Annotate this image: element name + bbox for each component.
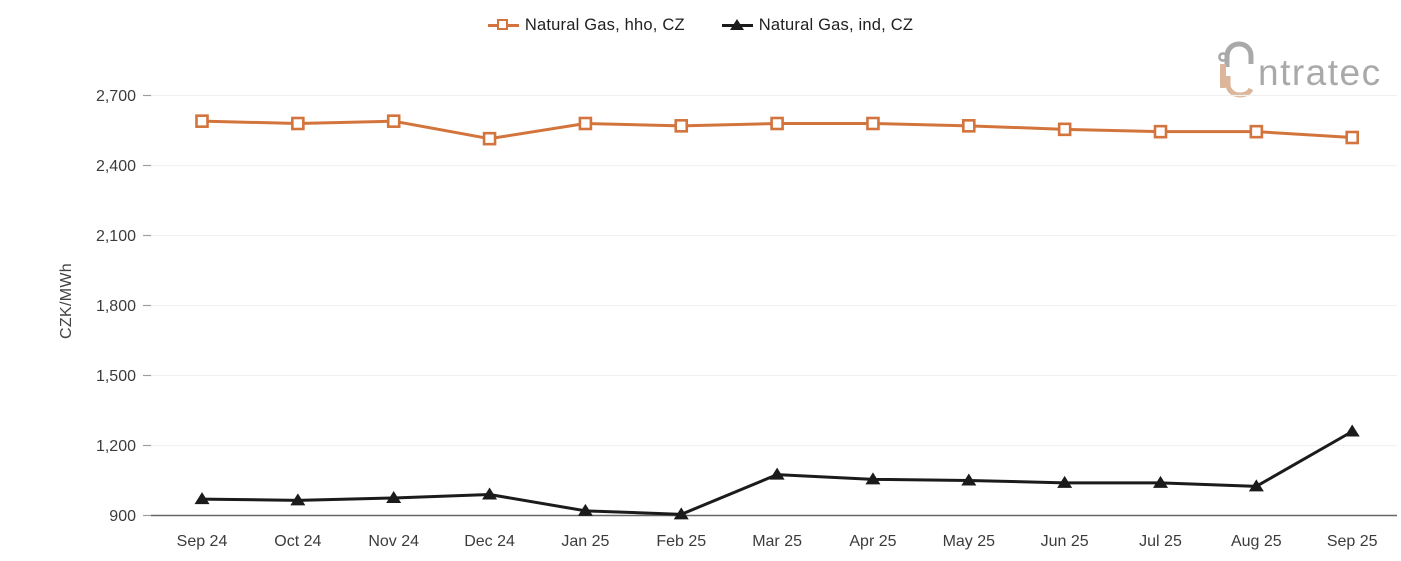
data-point-filled-triangle <box>1057 475 1073 488</box>
y-tick-label: 1,200 <box>96 438 136 455</box>
y-tick-label: 2,400 <box>96 158 136 175</box>
x-tick-label: Apr 25 <box>849 533 896 550</box>
x-tick-label: Jul 25 <box>1139 533 1182 550</box>
y-tick-label: 2,100 <box>96 228 136 245</box>
data-point-hollow-square <box>482 131 497 146</box>
filled-triangle-marker-icon <box>721 18 753 33</box>
data-point-hollow-square <box>1345 130 1359 145</box>
data-point-hollow-square <box>1249 124 1264 139</box>
x-tick-label: Jun 25 <box>1041 533 1089 550</box>
y-tick-label: 2,700 <box>96 88 136 105</box>
data-point-filled-triangle <box>194 492 210 505</box>
data-point-filled-triangle <box>1153 475 1168 488</box>
data-point-filled-triangle <box>1248 479 1264 492</box>
x-tick-label: Feb 25 <box>656 533 706 550</box>
data-point-filled-triangle <box>482 487 498 500</box>
x-tick-label: Dec 24 <box>464 533 515 550</box>
x-tick-label: Aug 25 <box>1231 533 1282 550</box>
y-tick-label: 1,800 <box>96 298 136 315</box>
data-point-hollow-square <box>386 114 401 128</box>
data-point-hollow-square <box>1153 124 1168 139</box>
data-point-hollow-square <box>770 116 784 131</box>
legend-label-ind: Natural Gas, ind, CZ <box>758 16 914 34</box>
data-point-filled-triangle <box>1344 424 1360 437</box>
data-point-hollow-square <box>961 119 976 133</box>
data-point-filled-triangle <box>961 473 977 486</box>
legend-item-natural-gas-hho[interactable]: Natural Gas, hho, CZ <box>487 16 685 35</box>
legend-label-hho: Natural Gas, hho, CZ <box>524 16 685 34</box>
x-tick-label: Sep 25 <box>1327 533 1378 550</box>
y-tick-label: 900 <box>109 508 136 525</box>
x-tick-label: Jan 25 <box>561 533 609 550</box>
data-point-filled-triangle <box>769 467 785 480</box>
data-point-filled-triangle <box>386 491 402 503</box>
y-tick-label: 1,500 <box>96 368 136 385</box>
chart-legend: Natural Gas, hho, CZ Natural Gas, ind, C… <box>0 16 1401 35</box>
legend-item-natural-gas-ind[interactable]: Natural Gas, ind, CZ <box>721 16 914 35</box>
x-tick-label: Sep 24 <box>177 533 228 550</box>
data-point-hollow-square <box>291 116 305 131</box>
data-point-filled-triangle <box>673 507 689 520</box>
logo-wordmark: ntratec <box>1258 52 1382 93</box>
data-point-hollow-square <box>866 116 880 131</box>
x-tick-label: May 25 <box>943 533 996 550</box>
data-point-hollow-square <box>674 119 689 133</box>
data-point-filled-triangle <box>865 472 881 485</box>
data-point-hollow-square <box>578 116 593 131</box>
data-point-filled-triangle <box>290 493 306 506</box>
data-point-hollow-square <box>1057 122 1072 137</box>
data-point-filled-triangle <box>577 503 593 516</box>
data-point-hollow-square <box>195 114 209 128</box>
x-tick-label: Nov 24 <box>368 533 419 550</box>
x-tick-label: Mar 25 <box>752 533 802 550</box>
x-tick-label: Oct 24 <box>274 533 321 550</box>
hollow-square-marker-icon <box>487 18 519 33</box>
intratec-logo[interactable]: ntratec <box>1216 38 1382 98</box>
